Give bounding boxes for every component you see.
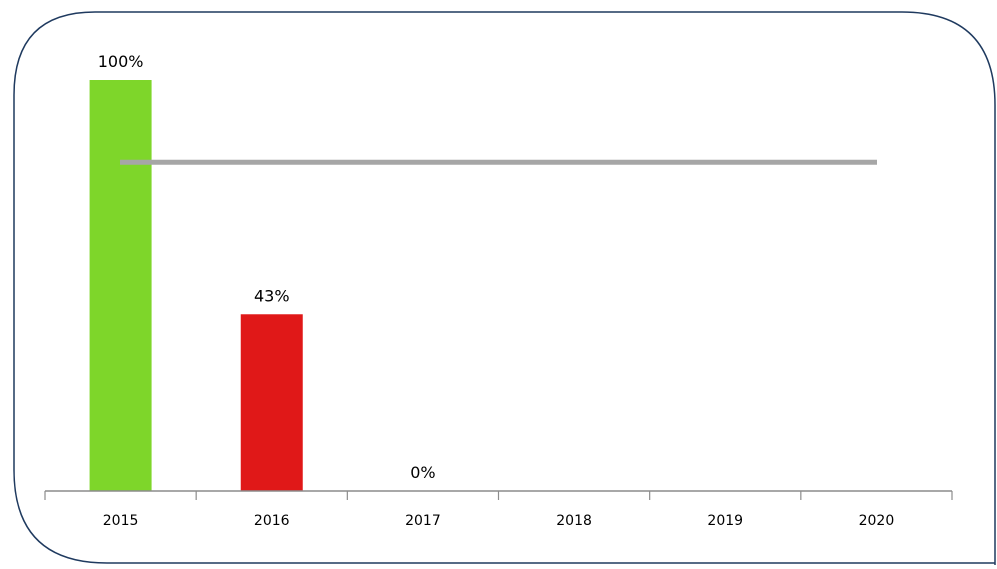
bar-2015 <box>89 80 152 491</box>
data-label-2015: 100% <box>98 52 144 71</box>
x-tick-label-2020: 2020 <box>859 513 895 529</box>
chart-border <box>13 11 996 565</box>
bars-layer <box>89 80 303 491</box>
data-label-2017: 0% <box>410 463 435 482</box>
x-tick-label-2019: 2019 <box>707 513 743 529</box>
x-axis: 2015 2016 2017 2018 2019 2020 <box>44 490 953 529</box>
data-labels-layer: 100% 43% 0% <box>98 52 436 482</box>
data-label-2016: 43% <box>254 286 290 305</box>
x-tick-label-2015: 2015 <box>103 513 139 529</box>
x-tick-label-2017: 2017 <box>405 513 441 529</box>
bar-2016 <box>240 314 303 491</box>
x-tick-label-2018: 2018 <box>556 513 592 529</box>
x-tick-label-2016: 2016 <box>254 513 290 529</box>
